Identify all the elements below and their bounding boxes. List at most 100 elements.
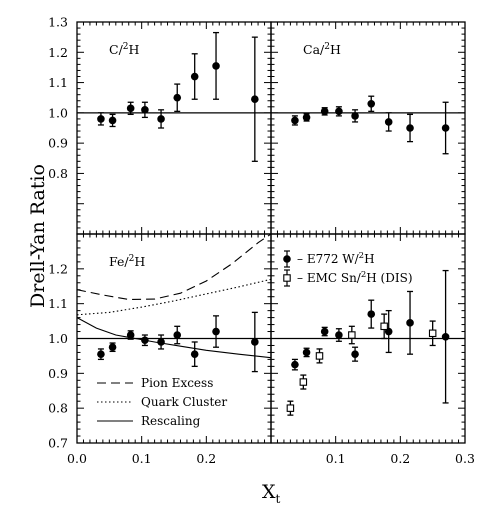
panel-top-right-label-sup: 2 [324, 42, 330, 52]
x-axis-title-subscript: t [276, 492, 281, 506]
legend-label-sup: 2 [359, 251, 364, 261]
panel-top-left-point [97, 115, 105, 123]
panel-top-left-label-sup: 2 [123, 42, 129, 52]
y-tick-label-top: 0.8 [48, 166, 68, 181]
panel-bottom-right-point [335, 331, 343, 339]
panel-top-left-point [212, 62, 220, 70]
y-tick-labels: 1.3 1.2 1.1 1.0 0.9 0.8 1.2 1.1 1.0 0.9 0.8 0.7 [48, 15, 68, 451]
panel-bottom-left-point [126, 331, 135, 339]
panel-bottom-left-point [108, 343, 117, 352]
legend-label-sup: 2 [361, 270, 366, 280]
panel-top-left-point [251, 95, 259, 104]
panel-bottom-left-label-tail: H [134, 254, 145, 269]
y-tick-label-top: 1.3 [48, 15, 68, 30]
panel-top-left-point [126, 104, 135, 113]
panel-bottom-left-plot-area [77, 234, 271, 373]
legend-bottom-left: Pion Excess Quark Cluster Rescaling [97, 376, 227, 428]
legend-bottom-right: – E772 W/2H– EMC Sn/2H (DIS) [283, 250, 413, 287]
legend-label-tail: H [364, 252, 374, 266]
x-tick-label: 0.2 [196, 451, 216, 466]
legend-label-tail: H (DIS) [366, 271, 412, 285]
panel-bottom-left-label-main: Fe/ [109, 254, 129, 269]
x-tick-label: 0.3 [455, 451, 475, 466]
panel-top-right-point [320, 107, 329, 116]
panel-top-right-label-main: Ca/ [303, 42, 325, 57]
panel-top-right-point [335, 107, 343, 116]
y-tick-label-top: 1.1 [48, 75, 68, 90]
panel-top-right-frame [270, 21, 466, 235]
panel-bottom-left-label: Fe/2H [109, 254, 145, 269]
panel-bottom-left-curve [77, 234, 271, 301]
panel-top-left-point [141, 106, 149, 114]
panel-top-right-plot-area [291, 95, 450, 155]
legend-label: – EMC Sn/2H (DIS) [297, 270, 413, 285]
panel-bottom-right-point [351, 350, 359, 358]
panel-top-left-label-main: C/ [109, 42, 124, 57]
panel-top-right-label: Ca/2H [303, 42, 341, 57]
panel-bottom-left: Fe/2H [76, 233, 272, 444]
y-tick-label-top: 0.9 [48, 136, 68, 151]
legend-marker-square [283, 274, 291, 282]
panel-top-right-point [406, 124, 414, 132]
panel-top-left-label-tail: H [129, 42, 140, 57]
panel-bottom-right-plot-area [286, 269, 450, 416]
panel-top-right-point [367, 99, 376, 108]
panel-bottom-right-point [320, 327, 329, 336]
y-tick-label-bottom: 1.2 [48, 261, 68, 276]
y-tick-label-bottom: 0.8 [48, 401, 68, 416]
panel-top-left-frame [76, 21, 272, 235]
panel-bottom-left-point [190, 350, 199, 358]
panel-bottom-left-curve [77, 278, 271, 316]
y-tick-label-bottom: 0.7 [48, 436, 68, 451]
x-tick-label: 0.2 [390, 451, 410, 466]
legend-label-main: – E772 W/ [297, 252, 360, 266]
legend-label: Rescaling [141, 414, 201, 428]
panel-bottom-left-point [157, 338, 165, 346]
y-tick-label-top: 1.0 [48, 105, 68, 120]
panel-bottom-right-point [291, 360, 299, 369]
panel-top-left-point [108, 116, 117, 125]
panel-top-left: C/2H [76, 21, 272, 235]
y-tick-label-bottom: 0.9 [48, 366, 68, 381]
panel-top-right-point [384, 118, 393, 126]
panel-bottom-right-frame [270, 233, 466, 444]
x-tick-label: 0.1 [326, 451, 346, 466]
panel-bottom-right-point [406, 319, 414, 327]
panel-bottom-left-point [212, 327, 220, 336]
panel-top-right-point [351, 112, 359, 120]
panel-top-left-point [157, 115, 165, 123]
y-tick-label-bottom: 1.0 [48, 331, 68, 346]
x-tick-labels: 0.0 0.1 0.2 0.1 0.2 0.3 [67, 451, 475, 466]
panel-top-right: Ca/2H [270, 21, 466, 235]
x-tick-label: 0.0 [67, 451, 87, 466]
panel-bottom-left-point [173, 331, 182, 339]
y-tick-label-bottom: 1.1 [48, 296, 68, 311]
y-tick-label-top: 1.2 [48, 45, 68, 60]
panel-bottom-left-point [97, 350, 105, 358]
panel-top-left-point [173, 93, 182, 102]
panel-bottom-right-point [348, 331, 356, 339]
y-axis-title: Drell-Yan Ratio [27, 164, 49, 308]
panel-bottom-right-point [380, 322, 388, 331]
panel-bottom-left-curve [77, 317, 271, 359]
panel-bottom-right-point [299, 378, 308, 386]
legend-label: Pion Excess [141, 376, 213, 390]
panel-top-right-point [441, 124, 450, 132]
panel-top-right-point [302, 113, 311, 122]
panel-bottom-right-point [315, 352, 324, 360]
panel-bottom-left-point [141, 336, 149, 345]
panel-bottom-right-point [302, 348, 311, 357]
panel-top-right-label-tail: H [330, 42, 341, 57]
panel-top-right-point [291, 116, 299, 125]
panel-top-left-label: C/2H [109, 42, 140, 57]
legend-label: – E772 W/2H [297, 251, 375, 266]
panel-bottom-right [270, 233, 466, 444]
x-axis-title-main: X [262, 481, 276, 503]
panel-bottom-right-point [367, 310, 376, 318]
legend-label: Quark Cluster [141, 395, 227, 409]
panel-bottom-right-point [286, 404, 295, 412]
x-tick-label: 0.1 [132, 451, 152, 466]
x-axis-title: Xt [262, 481, 281, 506]
